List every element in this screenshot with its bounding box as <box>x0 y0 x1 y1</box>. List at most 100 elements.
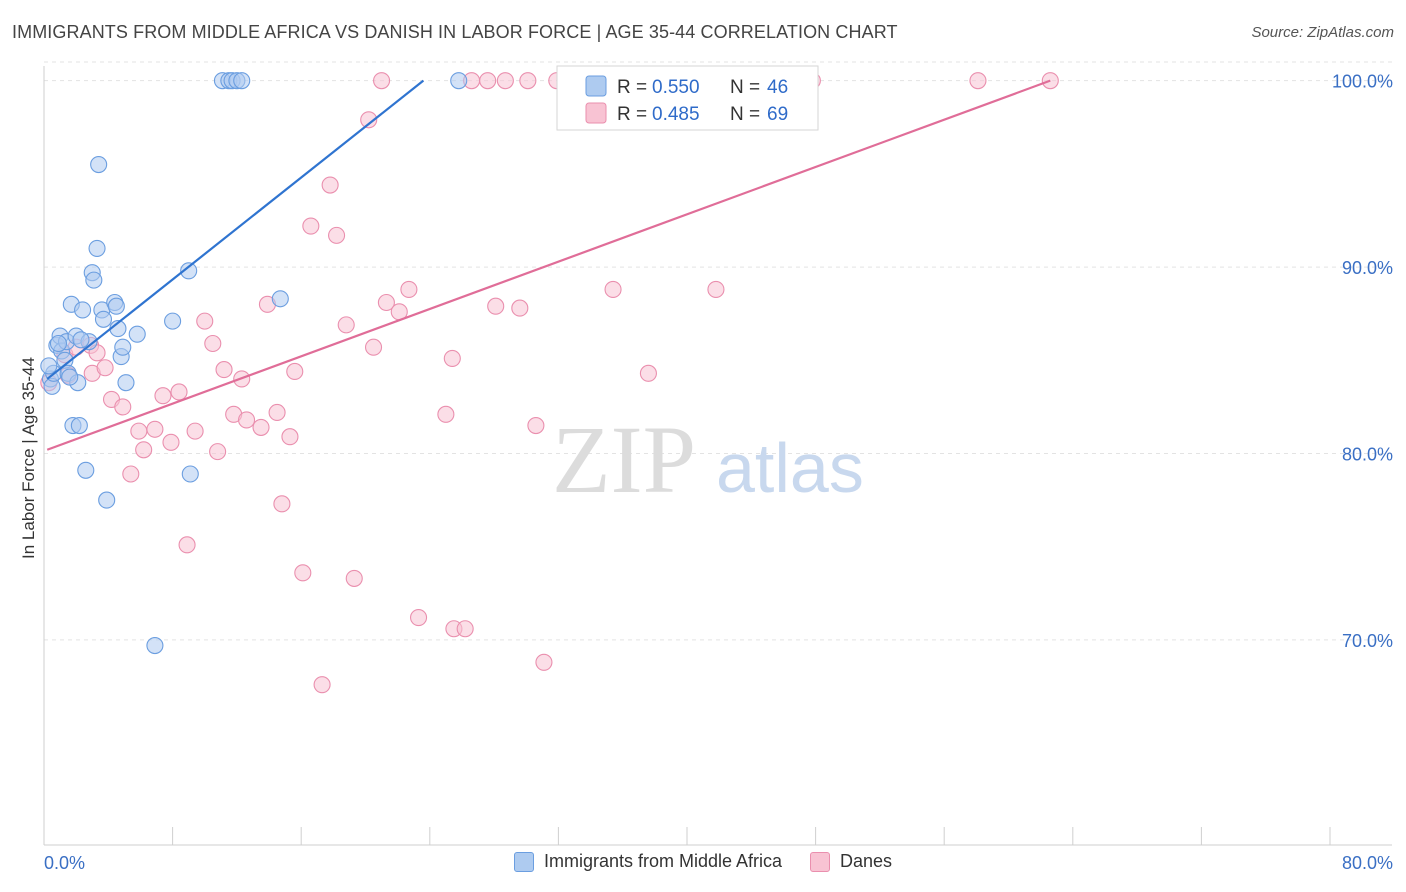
danes-point <box>487 297 505 315</box>
middle-africa-point <box>72 331 90 349</box>
middle-africa-point <box>180 262 198 280</box>
legend-item-danes[interactable]: Danes <box>810 851 892 872</box>
legend-n-label-blue: N = <box>730 77 760 98</box>
danes-point <box>969 72 987 90</box>
danes-point <box>707 280 725 298</box>
danes-point <box>209 443 227 461</box>
danes-point <box>286 362 304 381</box>
danes-point <box>122 465 140 483</box>
danes-point <box>96 359 114 377</box>
middle-africa-point <box>114 338 132 356</box>
y-axis-label: In Labor Force | Age 35-44 <box>19 357 38 559</box>
legend-r-value-pink: 0.485 <box>652 104 700 125</box>
danes-point <box>437 405 455 423</box>
watermark-zip: ZIP <box>552 406 696 513</box>
danes-point <box>443 349 461 367</box>
legend-n-label-pink: N = <box>730 104 760 125</box>
danes-point <box>313 676 331 694</box>
danes-point <box>400 280 418 298</box>
y-tick-label: 100.0% <box>1332 72 1393 92</box>
middle-africa-point <box>271 290 289 308</box>
y-tick-label: 90.0% <box>1342 258 1393 278</box>
middle-africa-point <box>77 461 95 479</box>
danes-point <box>146 420 164 438</box>
middle-africa-points <box>40 72 468 655</box>
danes-point <box>273 495 291 513</box>
chart-title: IMMIGRANTS FROM MIDDLE AFRICA VS DANISH … <box>12 22 898 42</box>
middle-africa-trendline <box>46 79 425 380</box>
watermark-atlas: atlas <box>716 429 864 507</box>
danes-point <box>268 403 286 422</box>
danes-point <box>135 441 153 459</box>
danes-point <box>162 433 180 451</box>
middle-africa-point <box>146 636 164 655</box>
danes-point <box>337 316 355 334</box>
legend-label-danes: Danes <box>840 851 893 871</box>
danes-points <box>40 72 1059 694</box>
legend-r-label-pink: R = <box>617 104 647 125</box>
danes-point <box>215 361 233 379</box>
legend-r-label-blue: R = <box>617 77 647 98</box>
danes-point <box>535 653 553 671</box>
middle-africa-point <box>49 334 68 353</box>
danes-point <box>328 226 346 244</box>
legend-r-value-blue: 0.550 <box>652 77 700 98</box>
middle-africa-point <box>98 491 116 509</box>
danes-point <box>252 418 270 436</box>
x-tick-label-min: 0.0% <box>44 853 85 873</box>
legend-n-value-blue: 46 <box>767 77 788 98</box>
y-tick-label: 70.0% <box>1342 631 1393 651</box>
middle-africa-point <box>107 297 125 315</box>
danes-point <box>204 334 222 353</box>
danes-point <box>321 176 339 194</box>
danes-point <box>178 536 196 554</box>
danes-point <box>281 428 299 446</box>
danes-point <box>364 338 383 356</box>
legend-label-middle-africa: Immigrants from Middle Africa <box>543 851 783 871</box>
danes-point <box>294 564 312 582</box>
legend-swatch-danes <box>810 851 831 872</box>
danes-point <box>496 72 514 90</box>
legend-n-value-pink: 69 <box>767 104 788 125</box>
legend-swatch-blue <box>585 75 607 97</box>
x-tick-labels: 0.0% 80.0% <box>44 853 1393 873</box>
middle-africa-point <box>70 416 88 435</box>
middle-africa-point <box>117 374 135 392</box>
middle-africa-point <box>450 72 468 90</box>
danes-point <box>360 111 378 129</box>
trendlines <box>46 79 1051 451</box>
correlation-legend: R = 0.550 N = 46 R = 0.485 N = 69 <box>556 65 819 131</box>
legend-swatch-middle-africa <box>513 851 534 872</box>
danes-point <box>302 217 320 235</box>
legend-swatch-pink <box>585 102 607 124</box>
danes-point <box>604 280 622 298</box>
danes-point <box>511 299 529 317</box>
legend-item-middle-africa[interactable]: Immigrants from Middle Africa <box>513 851 783 872</box>
watermark: ZIP atlas <box>552 406 864 513</box>
danes-point <box>639 364 657 382</box>
danes-point <box>170 383 188 401</box>
axes <box>43 66 1392 846</box>
series-legend: Immigrants from Middle Africa Danes <box>0 851 1406 872</box>
danes-point <box>345 569 363 587</box>
middle-africa-point <box>40 357 58 375</box>
danes-point <box>527 416 545 435</box>
danes-point <box>237 411 256 429</box>
middle-africa-point <box>88 239 106 257</box>
danes-point <box>130 422 148 440</box>
danes-point <box>114 398 132 416</box>
danes-trendline <box>46 79 1051 451</box>
middle-africa-point <box>164 312 182 330</box>
danes-point <box>186 422 204 440</box>
middle-africa-point <box>128 325 146 343</box>
middle-africa-point <box>233 72 251 90</box>
middle-africa-point <box>90 155 108 174</box>
danes-point <box>456 620 474 638</box>
danes-point <box>377 293 395 312</box>
middle-africa-point <box>85 271 103 289</box>
grid-lines <box>44 61 1392 641</box>
middle-africa-point <box>74 301 92 319</box>
y-tick-label: 80.0% <box>1342 445 1393 465</box>
danes-point <box>196 312 214 330</box>
